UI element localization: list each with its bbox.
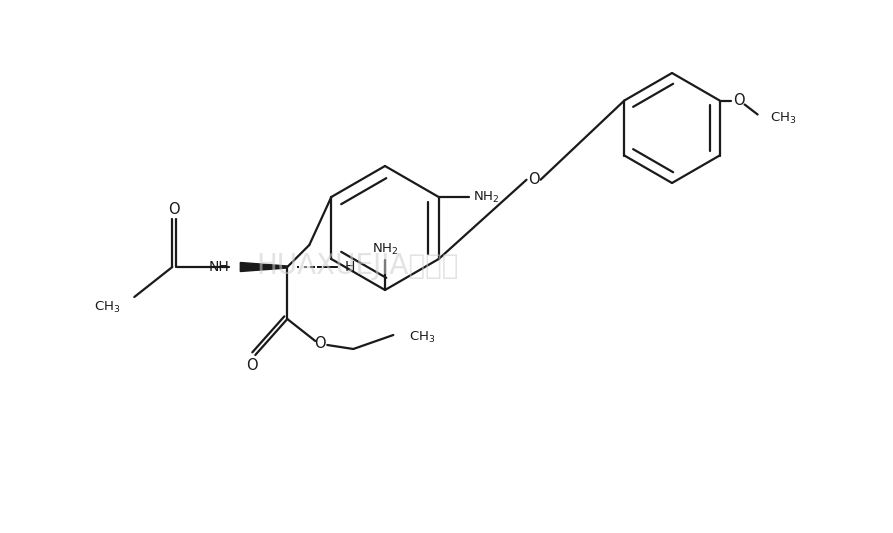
Text: NH$_2$: NH$_2$ (472, 189, 499, 205)
Text: CH$_3$: CH$_3$ (94, 300, 121, 314)
Text: HUAXUEJIA化学加: HUAXUEJIA化学加 (256, 253, 458, 280)
Text: O: O (169, 201, 180, 216)
Text: CH$_3$: CH$_3$ (409, 329, 436, 344)
Polygon shape (240, 262, 288, 271)
Text: O: O (733, 93, 745, 108)
Text: O: O (246, 358, 258, 373)
Text: CH$_3$: CH$_3$ (770, 111, 796, 126)
Text: NH: NH (209, 260, 230, 274)
Text: O: O (528, 172, 539, 187)
Text: NH$_2$: NH$_2$ (371, 241, 398, 256)
Text: O: O (314, 335, 326, 351)
Text: H: H (345, 260, 355, 274)
